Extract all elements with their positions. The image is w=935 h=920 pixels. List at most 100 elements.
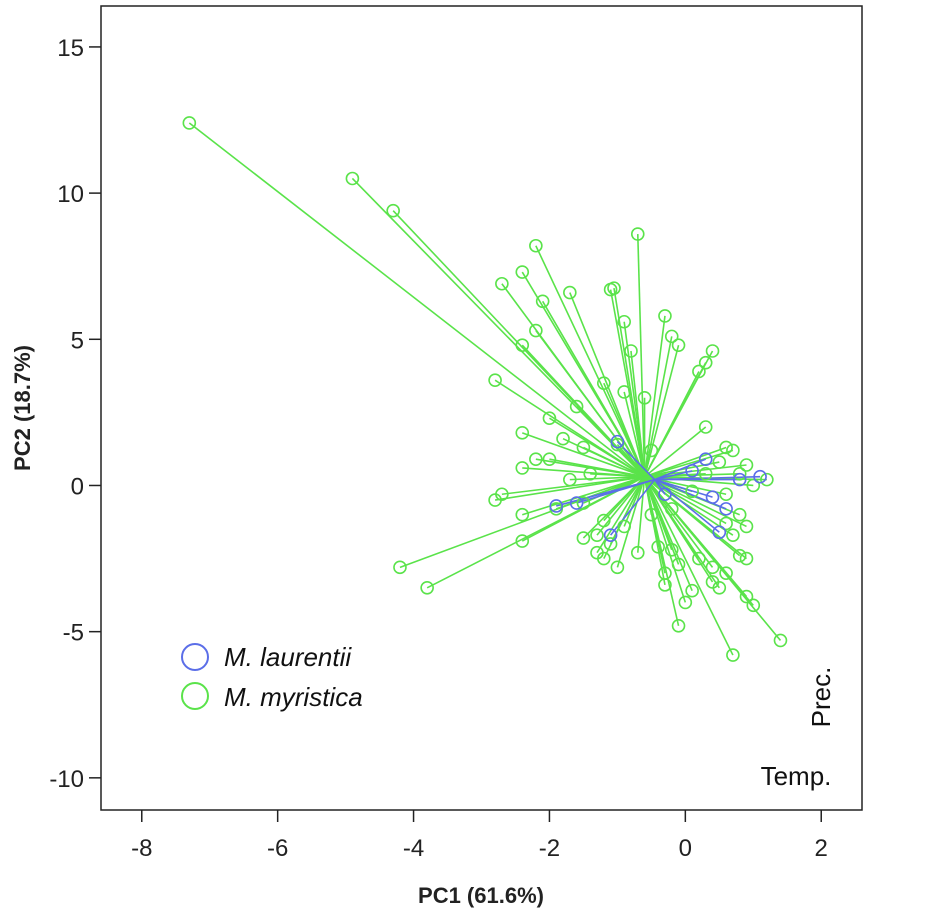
point-m-laurentii-5: [569, 496, 584, 510]
spoke-m-laurentii-1: [654, 458, 707, 481]
point-m-myristica-10: [535, 294, 550, 309]
point-m-myristica-39: [563, 472, 577, 487]
spoke-m-laurentii-11: [654, 478, 713, 498]
point-m-myristica-50: [719, 516, 733, 531]
point-m-myristica-65: [651, 540, 665, 554]
point-m-myristica-41: [726, 443, 740, 458]
legend-label-myristica: M. myristica: [224, 682, 363, 712]
point-m-myristica-82: [773, 633, 788, 648]
spoke-m-myristica-85: [426, 475, 645, 589]
point-m-myristica-11: [617, 314, 631, 329]
spoke-m-myristica-17: [630, 350, 646, 477]
point-m-myristica-56: [597, 513, 611, 528]
x-tick-label-4: 0: [679, 835, 692, 862]
point-m-myristica-35: [542, 452, 557, 466]
point-m-myristica-20: [692, 364, 706, 379]
point-m-myristica-32: [698, 420, 713, 434]
point-m-myristica-59: [515, 534, 530, 548]
spoke-m-laurentii-8: [654, 478, 727, 510]
y-tick-label-1: -5: [63, 620, 84, 647]
point-m-myristica-45: [746, 478, 761, 493]
x-tick-label-5: 2: [815, 835, 828, 862]
point-m-myristica-34: [515, 461, 530, 475]
point-m-myristica-19: [698, 355, 713, 370]
point-m-myristica-71: [705, 560, 720, 575]
point-m-myristica-88: [664, 502, 679, 516]
spoke-m-myristica-20: [643, 371, 700, 478]
point-m-myristica-80: [739, 589, 754, 604]
spoke-m-myristica-15: [643, 336, 673, 477]
legend-label-laurentii: M. laurentii: [224, 642, 352, 672]
point-m-myristica-81: [746, 598, 761, 613]
point-m-myristica-16: [671, 338, 686, 352]
point-m-myristica-78: [678, 595, 693, 610]
point-m-myristica-21: [488, 373, 502, 388]
point-m-myristica-86: [712, 581, 727, 595]
point-m-myristica-57: [590, 528, 604, 542]
point-m-myristica-76: [685, 583, 699, 598]
point-m-myristica-0: [182, 116, 197, 130]
point-m-myristica-77: [658, 578, 672, 592]
spoke-m-myristica-4: [636, 234, 646, 477]
spoke-m-myristica-37: [494, 475, 645, 501]
spoke-m-laurentii-0: [616, 441, 656, 481]
point-m-myristica-51: [732, 507, 747, 522]
point-m-myristica-5: [515, 265, 530, 279]
point-m-myristica-3: [529, 238, 543, 253]
point-m-laurentii-4: [549, 499, 564, 513]
x-tick-label-1: -6: [267, 835, 288, 862]
point-m-myristica-58: [617, 519, 631, 534]
spoke-m-myristica-14: [643, 315, 666, 477]
spoke-m-myristica-31: [643, 450, 653, 477]
point-m-myristica-47: [719, 487, 733, 502]
y-tick-label-0: -10: [49, 766, 84, 793]
spoke-m-myristica-23: [623, 391, 646, 477]
point-m-myristica-89: [644, 507, 659, 522]
point-m-laurentii-2: [753, 469, 767, 484]
point-m-laurentii-1: [698, 452, 713, 466]
point-m-myristica-75: [739, 551, 754, 566]
y-tick-label-5: 15: [57, 35, 84, 62]
legend-marker-myristica: [181, 682, 209, 710]
x-tick-label-3: -2: [539, 835, 560, 862]
point-m-myristica-79: [671, 619, 686, 633]
point-m-laurentii-11: [705, 490, 720, 504]
spoke-m-myristica-35: [549, 458, 645, 478]
point-m-myristica-12: [529, 323, 543, 338]
point-m-laurentii-8: [719, 502, 733, 516]
point-m-myristica-55: [576, 496, 591, 510]
spoke-m-myristica-26: [549, 417, 645, 478]
x-axis: -8 -6 -4 -2 0 2: [131, 810, 828, 862]
point-m-myristica-28: [515, 426, 530, 440]
point-m-myristica-4: [630, 227, 645, 241]
spoke-m-myristica-53: [522, 475, 645, 516]
spoke-lines: [188, 122, 782, 656]
spoke-m-myristica-30: [616, 444, 646, 478]
point-m-myristica-44: [760, 472, 774, 487]
point-m-myristica-18: [705, 344, 720, 358]
point-m-myristica-67: [590, 545, 604, 560]
x-tick-label-2: -4: [403, 835, 424, 862]
y-axis-title: PC2 (18.7%): [10, 345, 35, 471]
point-m-myristica-42: [712, 455, 727, 469]
spoke-m-myristica-9: [569, 292, 646, 478]
y-tick-label-4: 10: [57, 181, 84, 208]
point-m-myristica-24: [637, 390, 652, 405]
spoke-m-myristica-41: [644, 449, 734, 478]
point-m-myristica-49: [685, 484, 699, 499]
legend: M. laurentii M. myristica: [181, 642, 363, 712]
point-m-laurentii-6: [603, 528, 618, 542]
spoke-m-laurentii-10: [654, 479, 666, 495]
point-m-myristica-66: [664, 542, 679, 557]
spoke-m-myristica-32: [644, 426, 707, 478]
point-m-myristica-84: [393, 560, 407, 575]
point-m-laurentii-10: [658, 487, 672, 502]
point-m-laurentii-3: [732, 472, 747, 487]
point-m-myristica-2: [386, 203, 400, 218]
point-m-myristica-64: [630, 545, 645, 560]
y-axis: -10 -5 0 5 10 15: [49, 35, 101, 793]
point-m-myristica-31: [644, 443, 659, 458]
point-m-myristica-48: [698, 466, 713, 481]
plot-frame: [100, 5, 863, 811]
